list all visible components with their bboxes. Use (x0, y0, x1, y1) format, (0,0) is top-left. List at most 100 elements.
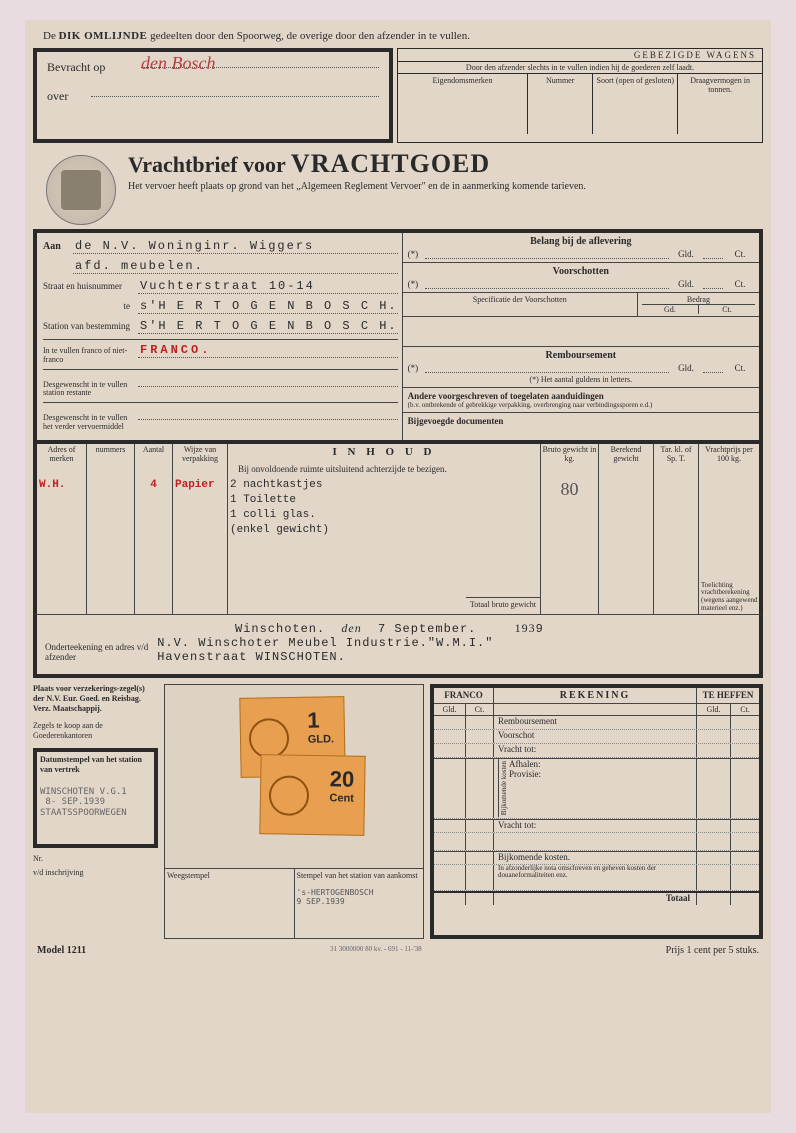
col-tarief: Tar. kl. of Sp. T. (654, 444, 699, 466)
wagens-subheader: Door den afzender slechts in te vullen i… (398, 62, 762, 74)
andere-sub: (b.v. ontbrekende of gebrekkige verpakki… (408, 401, 754, 409)
title-row: Vrachtbrief voor VRACHTGOED Het vervoer … (33, 149, 763, 225)
col-nummer: Nummer (528, 74, 593, 134)
station-value: S'H E R T O G E N B O S C H. (138, 319, 398, 334)
restante-label: Desgewenscht in te vullen station restan… (43, 381, 138, 399)
sender-name: N.V. Winschoter Meubel Industrie."W.M.I.… (157, 636, 493, 650)
belang-title: Belang bij de aflevering (408, 236, 754, 247)
letters-note: (*) Het aantal guldens in letters. (408, 375, 754, 384)
franco-label: In te vullen franco of niet-franco (43, 347, 138, 365)
col-inhoud: I N H O U D (228, 444, 541, 466)
te-label: te (43, 302, 138, 312)
aankomst-box: Stempel van het station van aankomst 's-… (295, 869, 424, 938)
bruto-value: 80 (561, 479, 579, 499)
bijkomende-label: Bijkomende kosten (498, 759, 509, 817)
wagens-header: GEBEZIGDE WAGENS (398, 49, 762, 62)
addressee-line1: de N.V. Woninginr. Wiggers (73, 239, 398, 254)
wheel-icon (249, 718, 290, 759)
col-vracht: Vrachtprijs per 100 kg. (699, 444, 759, 466)
content-lines: Bij onvoldoende ruimte uitsluitend achte… (228, 465, 541, 614)
sender-label: Onderteekening en adres v/d afzender (45, 642, 150, 662)
provisie-row: Provisie: (509, 769, 696, 779)
departure-stamp-box: Datumstempel van het station van vertrek… (33, 748, 158, 848)
inhoud-header: Adres of merken nummers Aantal Wijze van… (33, 440, 763, 466)
koop-note: Zegels te koop aan de Goederenkantoren (33, 721, 158, 740)
street-value: Vuchterstraat 10-14 (138, 279, 398, 294)
rek-row: Remboursement (494, 716, 697, 729)
vracht-tot-2: Vracht tot: (494, 820, 697, 832)
franco-header: FRANCO (434, 688, 494, 703)
departure-stamp: WINSCHOTEN V.G.1 8- SEP.1939 STAATSSPOOR… (40, 787, 151, 819)
bijgevoegde-label: Bijgevoegde documenten (408, 416, 504, 426)
afz-note: In afzonderlijke nota omschreven en gehe… (494, 865, 697, 890)
heffen-header: TE HEFFEN (697, 688, 759, 703)
rek-row: Vracht tot: (494, 744, 697, 757)
wagens-box: GEBEZIGDE WAGENS Door den afzender slech… (397, 48, 763, 143)
rekening-column: FRANCO REKENING TE HEFFEN Gld. Ct. Gld. … (430, 684, 763, 939)
rek-row: Voorschot (494, 730, 697, 743)
col-eigendom: Eigendomsmerken (398, 74, 528, 134)
railway-logo (46, 155, 116, 225)
over-label: over (47, 89, 87, 104)
place-date-line: Winschoten. den 7 September. 1939 (235, 621, 751, 636)
bijk-kosten-row: Bijkomende kosten. (494, 852, 697, 864)
aan-label: Aan (43, 241, 73, 252)
print-info: 31 3000000 80 kv. - 691 - 11-'38 (330, 945, 422, 956)
right-panel: Belang bij de aflevering (*)Gld.Ct. Voor… (402, 233, 759, 440)
price-note: Prijs 1 cent per 5 stuks. (666, 945, 759, 956)
street-label: Straat en huisnummer (43, 282, 138, 292)
content-line: (enkel gewicht) (230, 524, 538, 536)
city-value: s'H E R T O G E N B O S C H. (138, 299, 398, 314)
spec-title: Specificatie der Voorschotten (403, 293, 638, 316)
bevracht-value: den Bosch (141, 53, 215, 74)
top-instruction: De DIK OMLIJNDE gedeelten door den Spoor… (33, 28, 763, 48)
verder-label: Desgewenscht in te vullen het verder ver… (43, 414, 138, 432)
station-label: Station van bestemming (43, 322, 138, 332)
toelichting-label: Toelichting vrachtberekening (wegens aan… (701, 582, 759, 613)
rembours-title: Remboursement (408, 350, 754, 361)
totaal-row: Totaal (494, 893, 697, 905)
logo-crest-icon (61, 170, 101, 210)
footer-row: Model 1211 31 3000000 80 kv. - 691 - 11-… (33, 945, 763, 956)
bevracht-box: Bevracht op den Bosch over (33, 48, 393, 143)
cell-merk: W.H. (39, 479, 65, 491)
stamp-area: 1GLD. 20Cent (164, 684, 424, 869)
col-soort: Soort (open of gesloten) (593, 74, 678, 134)
franco-value: FRANCO. (138, 343, 398, 358)
col-wijze: Wijze van verpakking (173, 444, 228, 466)
col-bruto: Bruto gewicht in kg. (541, 444, 599, 466)
wheel-icon (269, 776, 310, 817)
addressee-line2: afd. meubelen. (73, 259, 398, 274)
sender-address: Havenstraat WINSCHOTEN. (157, 650, 493, 664)
railway-stamp-20c: 20Cent (259, 754, 365, 836)
arrival-stamp: 's-HERTOGENBOSCH 9 SEP.1939 (297, 888, 422, 906)
content-line: 2 nachtkastjes (230, 479, 538, 491)
bevracht-label: Bevracht op (47, 60, 137, 75)
col-berekend: Berekend gewicht (599, 444, 654, 466)
col-adres: Adres of merken (37, 444, 87, 466)
vd-inschrijving: v/d inschrijving (33, 868, 158, 878)
afhalen-row: Afhalen: (509, 759, 696, 769)
content-line: 1 colli glas. (230, 509, 538, 521)
address-block: Aan de N.V. Woninginr. Wiggers afd. meub… (37, 233, 402, 440)
cell-wijze: Papier (175, 479, 215, 491)
col-nummers: nummers (87, 444, 135, 466)
voorschotten-title: Voorschotten (408, 266, 754, 277)
mid-body: Aan de N.V. Woninginr. Wiggers afd. meub… (33, 233, 763, 440)
totaal-label: Totaal bruto gewicht (466, 597, 540, 611)
inhoud-subnote: Bij onvoldoende ruimte uitsluitend achte… (238, 464, 519, 474)
sender-block: Winschoten. den 7 September. 1939 Ondert… (33, 615, 763, 678)
col-draag: Draagvermogen in tonnen. (678, 74, 762, 134)
stamp-column: 1GLD. 20Cent Weegstempel Stempel van het… (164, 684, 424, 939)
waybill-form: De DIK OMLIJNDE gedeelten door den Spoor… (25, 20, 771, 1113)
bottom-area: Plaats voor verzekerings-zegel(s) der N.… (33, 684, 763, 939)
verzekering-note: Plaats voor verzekerings-zegel(s) der N.… (33, 684, 158, 713)
rekening-header: REKENING (494, 688, 697, 703)
content-line: 1 Toilette (230, 494, 538, 506)
weegstempel-box: Weegstempel (165, 869, 295, 938)
datestamp-label: Datumstempel van het station van vertrek (40, 755, 151, 774)
subtitle: Het vervoer heeft plaats op grond van he… (128, 181, 763, 192)
bottom-left: Plaats voor verzekerings-zegel(s) der N.… (33, 684, 158, 939)
nr-label: Nr. (33, 854, 43, 863)
header-row: Bevracht op den Bosch over GEBEZIGDE WAG… (33, 48, 763, 143)
